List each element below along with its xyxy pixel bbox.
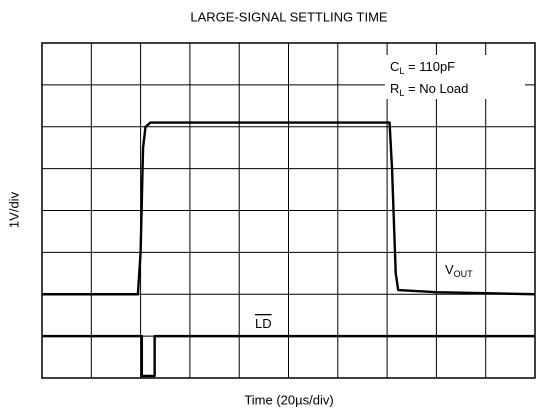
trace-label-text: V: [445, 262, 454, 277]
annotation-sub: L: [399, 66, 404, 76]
annotation-box: [385, 55, 525, 99]
plot-frame: [41, 42, 536, 379]
chart-title: LARGE-SIGNAL SETTLING TIME: [190, 9, 388, 24]
trace-label: LD: [255, 316, 272, 331]
trace-label-sub: OUT: [454, 269, 474, 279]
annotation-rest: = No Load: [404, 81, 468, 96]
annotation: RL = No Load: [390, 81, 468, 98]
annotation: CL = 110pF: [390, 59, 455, 76]
annotation-rest: = 110pF: [404, 59, 455, 74]
trace: [42, 334, 535, 378]
y-axis-label: 1V/div: [6, 191, 21, 228]
annotation-text: C: [390, 59, 399, 74]
trace: [42, 121, 536, 296]
annotation-text: R: [390, 81, 399, 96]
x-axis-label: Time (20µs/div): [244, 392, 333, 407]
annotation-sub: L: [399, 88, 404, 98]
trace-label: VOUT: [445, 262, 473, 279]
trace-label-text: LD: [255, 316, 272, 331]
